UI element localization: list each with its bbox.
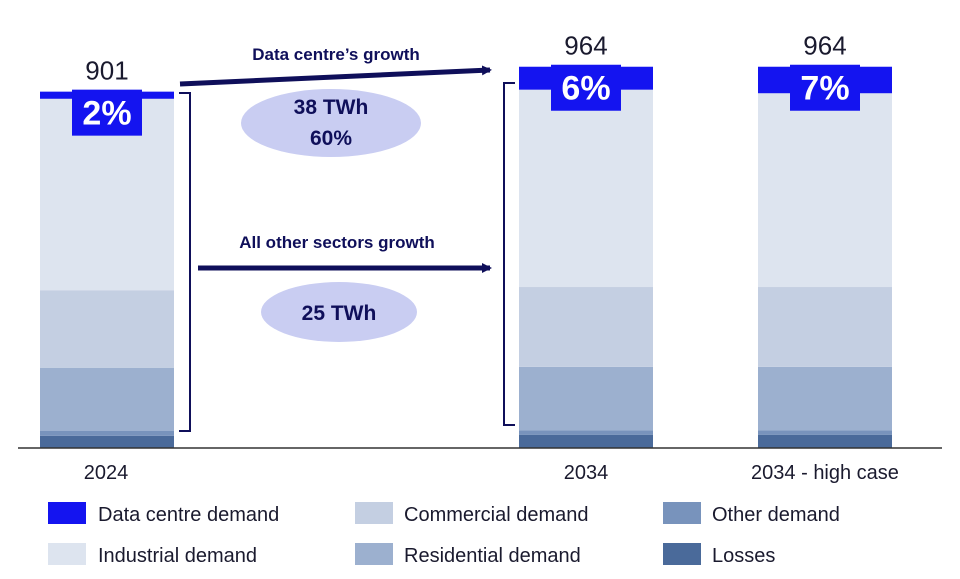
bar-2034-high-case-losses bbox=[758, 434, 892, 448]
legend-swatch-other bbox=[663, 502, 701, 524]
bar-2034-high-case-other-demand bbox=[758, 430, 892, 435]
category-label-2034-high-case: 2034 - high case bbox=[751, 462, 899, 484]
bar-2034-losses bbox=[519, 434, 653, 448]
data-centre-growth-arrow bbox=[179, 65, 492, 87]
bar-2034-other-demand bbox=[519, 430, 653, 435]
legend: Data centre demand Commercial demand Oth… bbox=[48, 502, 840, 567]
total-label-2034-high-case: 964 bbox=[803, 31, 846, 61]
bar-2034-industrial-demand bbox=[519, 89, 653, 288]
bar-2024-commercial-demand bbox=[40, 290, 174, 368]
bar-2024-residential-demand bbox=[40, 367, 174, 431]
data-centre-share-label-2024: 2% bbox=[82, 95, 131, 133]
legend-swatch-industrial bbox=[48, 543, 86, 565]
category-labels: 2024 2034 2034 - high case bbox=[84, 462, 899, 484]
other-sectors-growth-bubble bbox=[261, 282, 417, 342]
bar-2024-other-demand bbox=[40, 430, 174, 436]
data-centre-share-box-2034 bbox=[551, 64, 621, 111]
data-centre-growth-twh: 38 TWh bbox=[294, 96, 369, 119]
data-centre-share-box-2024 bbox=[72, 89, 142, 136]
total-label-2024: 901 bbox=[85, 56, 128, 86]
data-centre-share-label-2034-high-case: 7% bbox=[800, 70, 849, 108]
data-centre-growth-pct: 60% bbox=[310, 127, 352, 150]
data-centre-growth-title: Data centre’s growth bbox=[252, 45, 420, 64]
bracket-2034 bbox=[503, 82, 515, 426]
bar-2034-commercial-demand bbox=[519, 287, 653, 367]
other-sectors-growth-twh: 25 TWh bbox=[302, 302, 377, 325]
legend-label-industrial: Industrial demand bbox=[98, 545, 257, 567]
data-centre-growth-bubble bbox=[241, 89, 421, 157]
legend-label-other: Other demand bbox=[712, 504, 840, 526]
legend-label-losses: Losses bbox=[712, 545, 775, 567]
data-centre-share-label-2034: 6% bbox=[561, 70, 610, 108]
legend-label-commercial: Commercial demand bbox=[404, 504, 589, 526]
legend-swatch-data-centre bbox=[48, 502, 86, 524]
legend-label-data-centre: Data centre demand bbox=[98, 504, 279, 526]
legend-swatch-losses bbox=[663, 543, 701, 565]
other-sectors-growth-title: All other sectors growth bbox=[239, 233, 435, 252]
bars-layer: 2% 901 6% 964 7% 964 bbox=[40, 31, 892, 448]
bar-2034-residential-demand bbox=[519, 366, 653, 431]
legend-label-residential: Residential demand bbox=[404, 545, 581, 567]
category-label-2024: 2024 bbox=[84, 462, 129, 484]
total-label-2034: 964 bbox=[564, 31, 607, 61]
bracket-2024 bbox=[179, 92, 191, 432]
bar-2034-high-case-commercial-demand bbox=[758, 287, 892, 367]
bar-2034-high-case-industrial-demand bbox=[758, 93, 892, 288]
bar-2024-losses bbox=[40, 435, 174, 448]
legend-swatch-residential bbox=[355, 543, 393, 565]
category-label-2034: 2034 bbox=[564, 462, 609, 484]
legend-swatch-commercial bbox=[355, 502, 393, 524]
bar-2034-high-case-residential-demand bbox=[758, 366, 892, 431]
data-centre-share-box-2034-high-case bbox=[790, 64, 860, 111]
